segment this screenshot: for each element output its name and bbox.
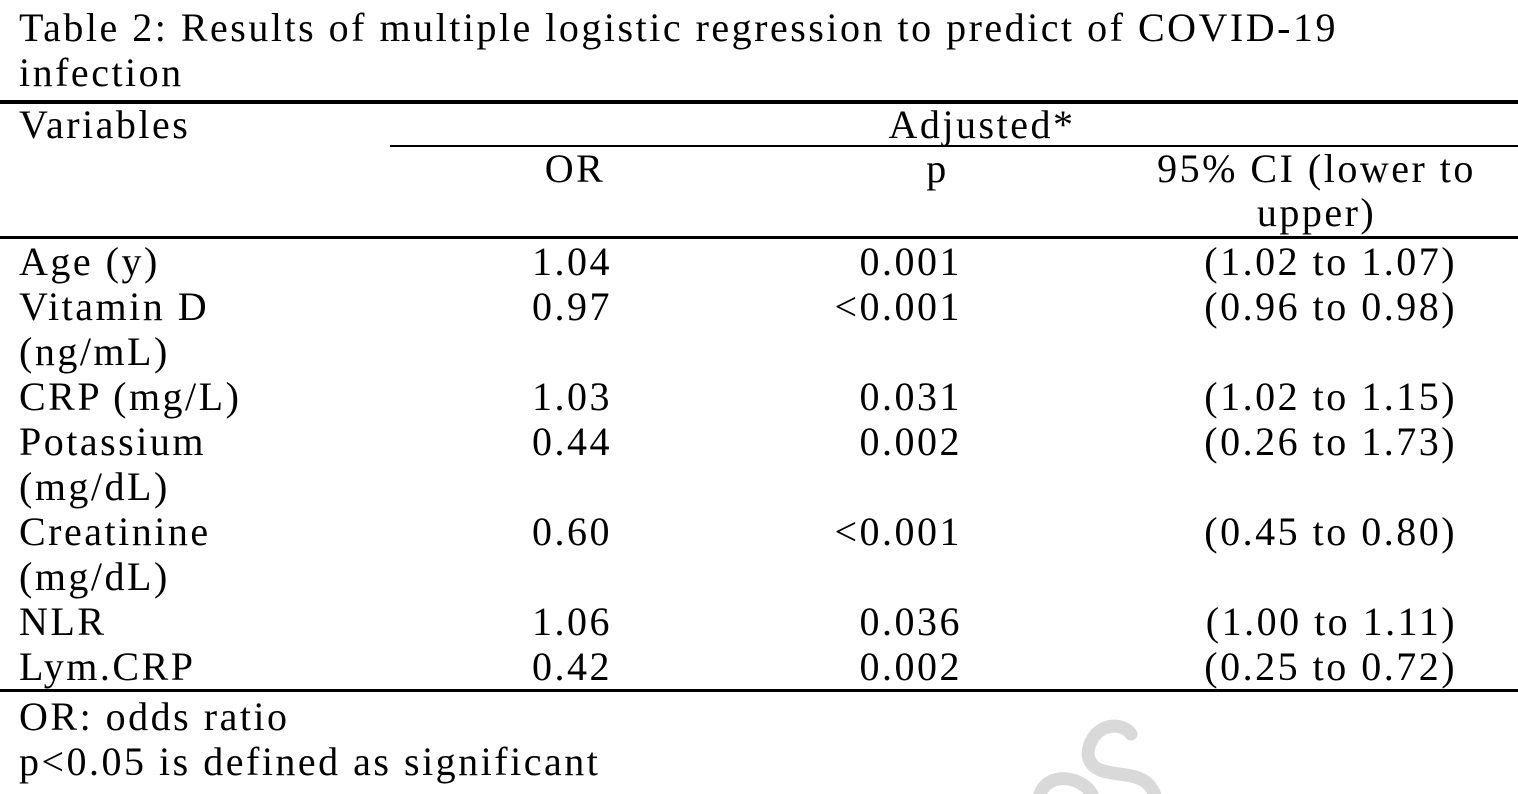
header-empty-cell — [0, 146, 390, 239]
cell-ci: (1.00 to 1.11) — [1205, 599, 1458, 644]
header-row-sub: OR p 95% CI (lower to upper) — [0, 146, 1518, 239]
footnote-significance: p<0.05 is defined as significant — [19, 739, 601, 784]
cell-p: 0.031 — [859, 374, 962, 419]
cell-or: 0.44 — [532, 419, 612, 464]
header-adjusted: Adjusted* — [390, 102, 1518, 147]
cell-ci: (1.02 to 1.15) — [1204, 374, 1458, 419]
cell-or: 1.06 — [532, 599, 612, 644]
cell-ci: (0.26 to 1.73) — [1204, 419, 1458, 464]
header-row-main: Variables Adjusted* — [0, 102, 1518, 147]
table-row: Potassium (mg/dL) 0.44 0.002 (0.26 to 1.73) — [0, 419, 1518, 509]
table-row: Vitamin D (ng/mL) 0.97 <0.001 (0.96 to 0.98… — [0, 284, 1518, 374]
cell-variable: Lym.CRP — [19, 644, 196, 689]
cell-variable: NLR — [19, 599, 107, 644]
cell-variable: Vitamin D (ng/mL) — [19, 284, 210, 374]
footnote-odds-ratio: OR: odds ratio — [19, 694, 290, 739]
header-variables: Variables — [19, 102, 191, 147]
cell-ci: (1.02 to 1.07) — [1204, 239, 1458, 284]
cell-variable: Creatinine (mg/dL) — [19, 509, 211, 599]
cell-variable: Potassium (mg/dL) — [19, 419, 206, 509]
cell-p: 0.002 — [859, 419, 962, 464]
table-body: Age (y) 1.04 0.001 (1.02 to 1.07) Vitamin D … — [0, 238, 1518, 691]
header-p: p — [760, 146, 1115, 239]
table-row: CRP (mg/L) 1.03 0.031 (1.02 to 1.15) — [0, 374, 1518, 419]
cell-ci: (0.96 to 0.98) — [1204, 284, 1458, 329]
header-or: OR — [390, 146, 760, 239]
cell-or: 0.42 — [532, 644, 612, 689]
results-table: Variables Adjusted* OR p 95% CI (lower t… — [0, 100, 1518, 692]
cell-or: 0.60 — [532, 509, 612, 554]
table-footnotes: OR: odds ratio p<0.05 is defined as sign… — [0, 692, 1518, 784]
table-title: Table 2: Results of multiple logistic re… — [19, 5, 1338, 95]
cell-p: 0.001 — [859, 239, 962, 284]
table-row: Creatinine (mg/dL) 0.60 <0.001 (0.45 to 0.8… — [0, 509, 1518, 599]
cell-or: 1.04 — [532, 239, 612, 284]
cell-or: 1.03 — [532, 374, 612, 419]
cell-p: 0.036 — [859, 599, 962, 644]
table-row: Age (y) 1.04 0.001 (1.02 to 1.07) — [0, 238, 1518, 285]
cell-p: <0.001 — [834, 509, 962, 554]
table-row: Lym.CRP 0.42 0.002 (0.25 to 0.72) — [0, 644, 1518, 691]
cell-ci: (0.45 to 0.80) — [1204, 509, 1458, 554]
table-row: NLR 1.06 0.036 (1.00 to 1.11) — [0, 599, 1518, 644]
cell-p: 0.002 — [859, 644, 962, 689]
table-header: Variables Adjusted* OR p 95% CI (lower t… — [0, 102, 1518, 239]
cell-variable: CRP (mg/L) — [19, 374, 242, 419]
header-ci: 95% CI (lower to upper) — [1115, 146, 1518, 239]
cell-ci: (0.25 to 0.72) — [1204, 644, 1458, 689]
cell-variable: Age (y) — [19, 239, 160, 284]
cell-p: <0.001 — [834, 284, 962, 329]
cell-or: 0.97 — [532, 284, 612, 329]
